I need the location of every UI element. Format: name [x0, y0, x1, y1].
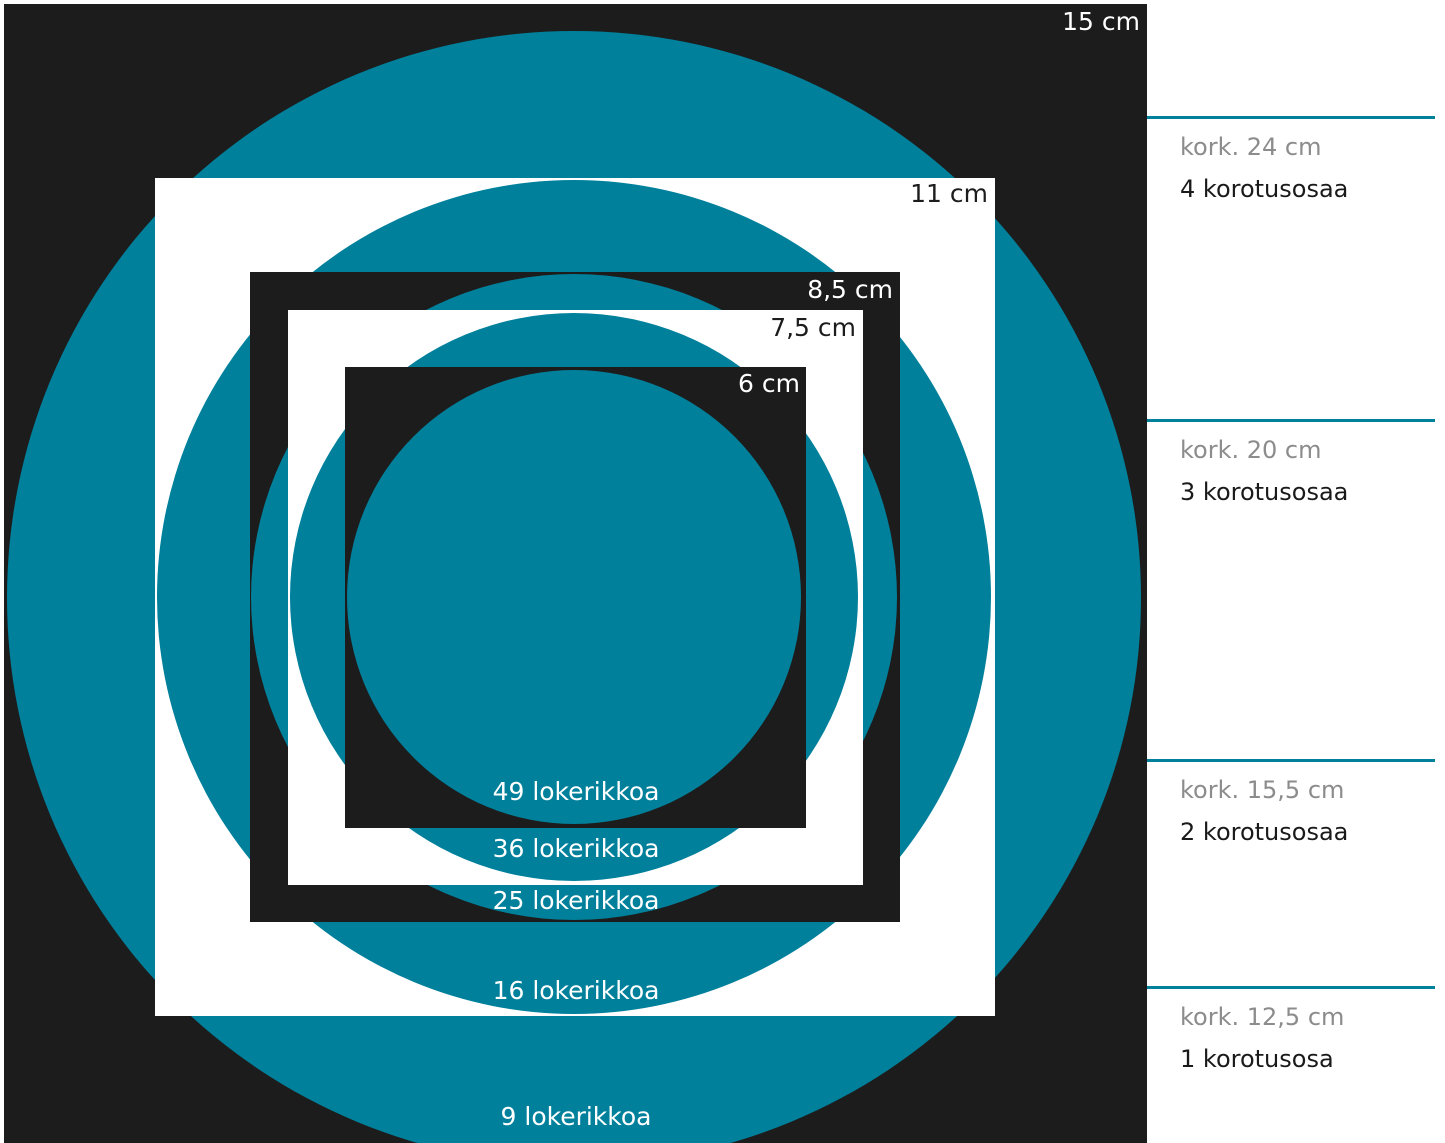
tier-3-parts: kork. 20 cm 3 korotusosaa	[1147, 419, 1435, 506]
size-label-7-5cm: 7,5 cm	[770, 313, 856, 342]
count-label-25: 25 lokerikkoa	[493, 886, 660, 915]
tier-divider	[1147, 419, 1435, 422]
size-label-15cm: 15 cm	[1062, 7, 1140, 36]
tier-divider	[1147, 116, 1435, 119]
tier-parts-label: 2 korotusosaa	[1180, 818, 1349, 846]
tier-height-label: kork. 15,5 cm	[1180, 776, 1345, 804]
tier-4-parts: kork. 24 cm 4 korotusosaa	[1147, 116, 1435, 203]
tier-parts-label: 1 korotusosa	[1180, 1045, 1334, 1073]
size-diagram: 15 cm 11 cm 8,5 cm 7,5 cm 6 cm 49 lokeri…	[4, 4, 1147, 1143]
count-label-9: 9 lokerikkoa	[501, 1102, 652, 1131]
tier-divider	[1147, 986, 1435, 989]
size-label-8-5cm: 8,5 cm	[807, 275, 893, 304]
size-label-11cm: 11 cm	[910, 179, 988, 208]
count-label-36: 36 lokerikkoa	[493, 834, 660, 863]
tier-1-part: kork. 12,5 cm 1 korotusosa	[1147, 986, 1435, 1073]
tier-parts-label: 4 korotusosaa	[1180, 175, 1349, 203]
tier-height-label: kork. 24 cm	[1180, 133, 1322, 161]
circle-49-compartments	[347, 370, 801, 824]
tier-2-parts: kork. 15,5 cm 2 korotusosaa	[1147, 759, 1435, 846]
tier-divider	[1147, 759, 1435, 762]
tier-height-label: kork. 20 cm	[1180, 436, 1322, 464]
size-label-6cm: 6 cm	[738, 369, 800, 398]
count-label-49: 49 lokerikkoa	[493, 777, 660, 806]
tier-parts-label: 3 korotusosaa	[1180, 478, 1349, 506]
count-label-16: 16 lokerikkoa	[493, 976, 660, 1005]
tier-height-label: kork. 12,5 cm	[1180, 1003, 1345, 1031]
